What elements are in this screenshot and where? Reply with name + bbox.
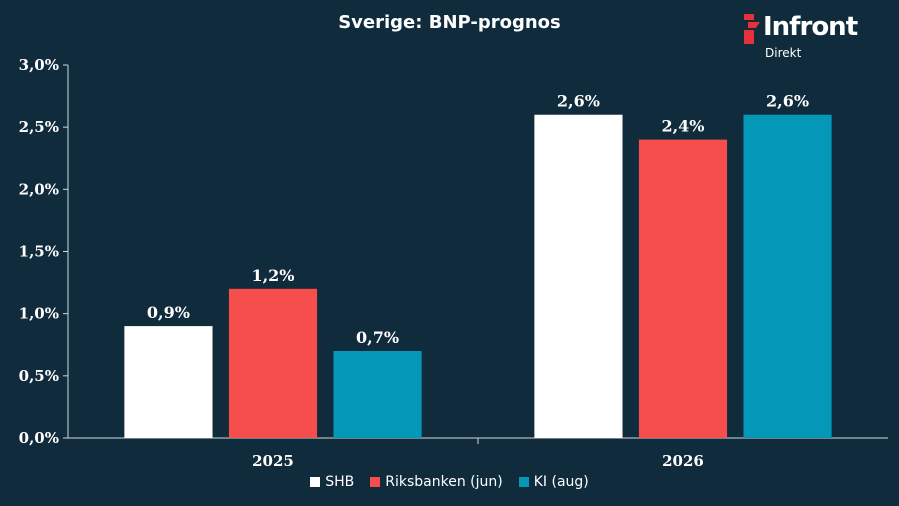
x-tick-label: 2026 — [662, 452, 704, 470]
logo-sub-text: Direkt — [765, 46, 802, 60]
y-tick-label: 0,5% — [19, 367, 59, 385]
infront-logo: Infront Direkt — [742, 12, 882, 62]
logo-brand-text: Infront — [763, 12, 858, 42]
legend-label-riksbanken: Riksbanken (jun) — [385, 474, 503, 490]
y-tick-label: 1,5% — [19, 243, 59, 261]
y-tick-label: 3,0% — [19, 56, 59, 74]
y-tick-label: 1,0% — [19, 305, 59, 323]
legend: SHB Riksbanken (jun) KI (aug) — [0, 474, 899, 490]
bar — [228, 288, 318, 438]
bar — [124, 326, 213, 438]
infront-logo-mark — [744, 14, 760, 44]
legend-swatch-riksbanken — [370, 477, 381, 487]
data-label: 0,7% — [356, 328, 399, 347]
x-tick-label: 2025 — [252, 452, 294, 470]
bar — [534, 114, 623, 438]
legend-label-shb: SHB — [325, 474, 355, 490]
y-tick-label: 0,0% — [19, 429, 59, 447]
data-label: 1,2% — [251, 266, 294, 285]
legend-swatch-ki — [518, 477, 529, 487]
y-tick-label: 2,5% — [19, 118, 59, 136]
legend-item-ki: KI (aug) — [518, 474, 589, 490]
bar — [638, 139, 728, 438]
legend-item-riksbanken: Riksbanken (jun) — [370, 474, 503, 490]
data-label: 2,4% — [661, 117, 704, 136]
data-label: 0,9% — [147, 303, 190, 322]
legend-swatch-shb — [310, 477, 321, 487]
y-tick-label: 2,0% — [19, 180, 59, 198]
bar — [333, 350, 422, 438]
legend-label-ki: KI (aug) — [533, 474, 589, 490]
bar — [743, 114, 832, 438]
data-label: 2,6% — [557, 92, 600, 111]
chart-title: Sverige: BNP-prognos — [338, 12, 561, 33]
legend-item-shb: SHB — [310, 474, 354, 490]
data-label: 2,6% — [766, 92, 809, 111]
